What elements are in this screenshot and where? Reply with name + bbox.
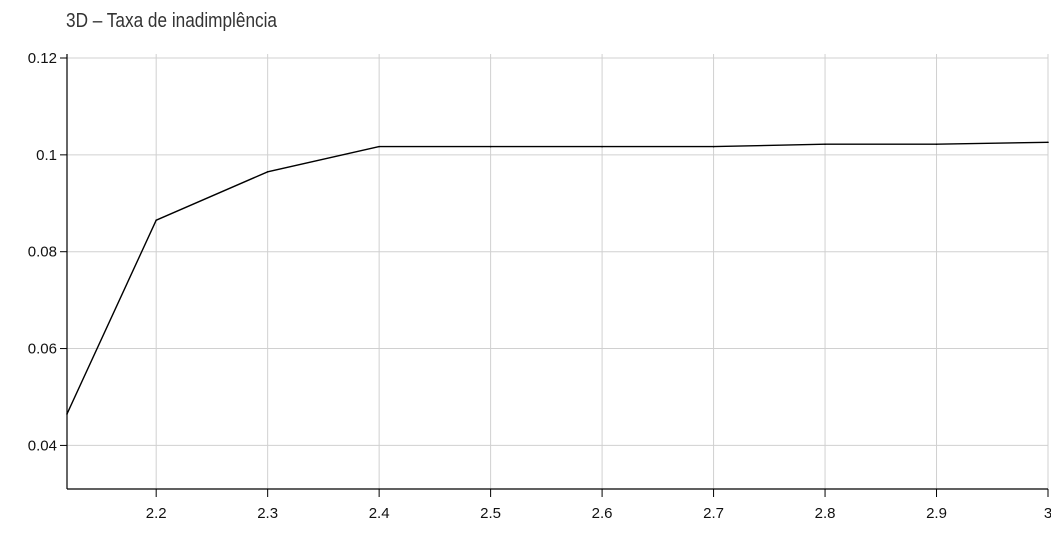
data-point-0-5 <box>601 145 603 148</box>
chart-title: 3D – Taxa de inadimplência <box>66 10 277 32</box>
x-tick-label-3: 2.5 <box>480 505 501 522</box>
data-point-0-0 <box>66 413 68 415</box>
y-tick-label-1: 0.06 <box>28 341 57 358</box>
x-tick-label-1: 2.3 <box>257 505 278 522</box>
x-tick-label-2: 2.4 <box>369 505 390 522</box>
x-tick-label-6: 2.8 <box>815 505 836 522</box>
data-point-0-4 <box>489 145 492 148</box>
data-point-0-9 <box>1047 141 1049 144</box>
label-layer: 2.2 2.3 2.4 2.5 2.6 2.7 2.8 2.9 3 0.04 0.06 0.08 0.1… <box>28 50 1051 522</box>
y-tick-label-3: 0.1 <box>36 147 57 164</box>
data-point-0-2 <box>266 171 269 173</box>
x-tick-label-5: 2.7 <box>703 505 724 522</box>
x-tick-label-4: 2.6 <box>592 505 613 522</box>
y-tick-label-0: 0.04 <box>28 437 57 454</box>
x-tick-label-7: 2.9 <box>926 505 947 522</box>
x-tick-label-0: 2.2 <box>146 505 167 522</box>
data-point-0-3 <box>378 145 380 148</box>
data-point-0-1 <box>155 219 157 222</box>
data-point-0-8 <box>935 143 938 145</box>
data-point-0-7 <box>824 143 826 145</box>
series-layer <box>66 141 1049 415</box>
tick-layer <box>60 57 1049 497</box>
data-point-0-6 <box>712 145 715 148</box>
x-tick-label-8: 3 <box>1044 505 1051 522</box>
y-tick-label-4: 0.12 <box>28 50 57 67</box>
y-tick-label-2: 0.08 <box>28 244 57 261</box>
axis-layer <box>66 54 1048 490</box>
series-line-0 <box>66 141 1049 415</box>
grid-layer <box>67 54 1049 489</box>
